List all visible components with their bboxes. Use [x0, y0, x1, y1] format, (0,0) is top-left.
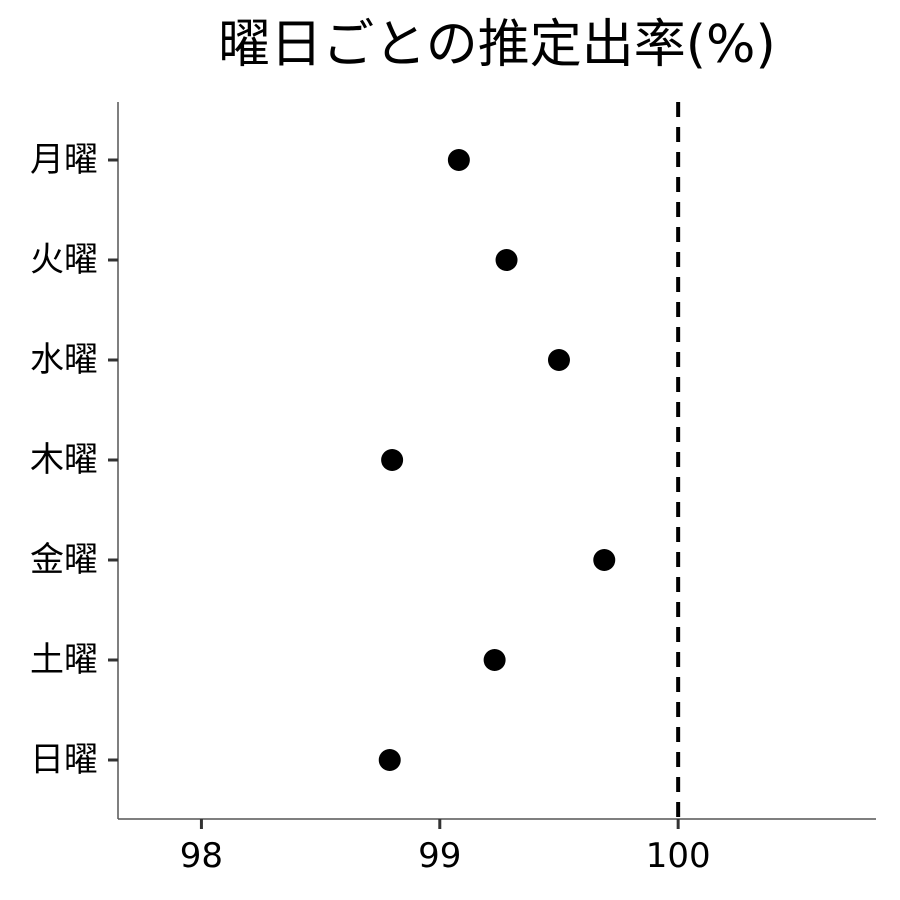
- x-tick-label: 100: [646, 836, 711, 876]
- data-point: [483, 649, 506, 671]
- y-tick-label: 木曜: [30, 440, 98, 480]
- chart-title: 曜日ごとの推定出率(%): [218, 15, 775, 75]
- data-point: [547, 349, 570, 371]
- axes: [117, 102, 876, 820]
- x-tick-label: 98: [180, 836, 223, 876]
- data-point: [593, 549, 616, 571]
- data-point: [495, 249, 518, 271]
- x-tick-label: 99: [418, 836, 461, 876]
- y-tick-label: 土曜: [30, 640, 98, 680]
- y-tick-label: 金曜: [30, 540, 98, 580]
- data-point: [447, 149, 470, 171]
- data-point: [381, 449, 404, 471]
- y-tick-label: 月曜: [30, 140, 98, 180]
- y-tick-label: 日曜: [30, 740, 98, 780]
- data-point: [378, 749, 401, 771]
- data-points: [378, 149, 616, 771]
- x-axis-ticks: 98 99 100: [180, 819, 711, 876]
- y-tick-label: 火曜: [30, 240, 98, 280]
- y-tick-label: 水曜: [30, 340, 98, 380]
